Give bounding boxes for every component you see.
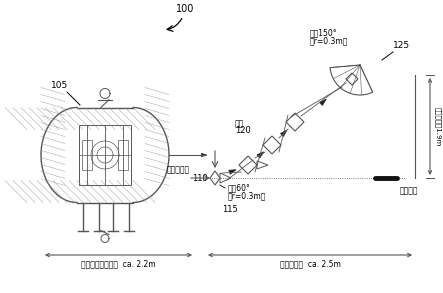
Text: 台架长度：  ca. 2.5m: 台架长度： ca. 2.5m [280,260,340,268]
Polygon shape [280,130,287,137]
Text: 115: 115 [222,205,238,214]
Text: 等中心点: 等中心点 [400,186,419,195]
Text: 120: 120 [235,126,251,135]
Text: 110: 110 [192,174,208,183]
Polygon shape [257,152,264,158]
Polygon shape [229,170,236,174]
Bar [79,125,131,185]
Text: 偶扤150°: 偶扤150° [310,28,338,37]
Text: 偶扤60°: 偶扤60° [228,183,251,192]
Text: 台架高度：1.9m: 台架高度：1.9m [435,107,442,146]
Polygon shape [319,99,326,105]
Text: 组合操纵器: 组合操纵器 [167,165,190,174]
Polygon shape [201,153,207,157]
Bar [118,140,128,170]
Text: （r=0.3m）: （r=0.3m） [310,36,348,45]
Text: 105: 105 [51,81,69,90]
Text: 100: 100 [176,4,194,14]
Text: 四极: 四极 [235,119,244,128]
Text: 回旋加速器直径：  ca. 2.2m: 回旋加速器直径： ca. 2.2m [81,260,155,268]
Bar [82,140,92,170]
Text: 125: 125 [393,41,410,50]
Text: （r=0.3m）: （r=0.3m） [228,191,266,200]
